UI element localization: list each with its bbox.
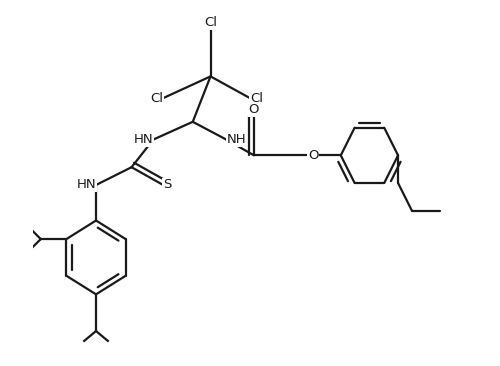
Text: HN: HN — [76, 179, 96, 191]
Text: O: O — [248, 103, 259, 116]
Text: O: O — [308, 149, 318, 162]
Text: HN: HN — [134, 133, 154, 146]
Text: Cl: Cl — [150, 92, 163, 105]
Text: NH: NH — [226, 133, 246, 146]
Text: Cl: Cl — [204, 16, 217, 29]
Text: Cl: Cl — [250, 92, 263, 105]
Text: S: S — [163, 179, 172, 191]
